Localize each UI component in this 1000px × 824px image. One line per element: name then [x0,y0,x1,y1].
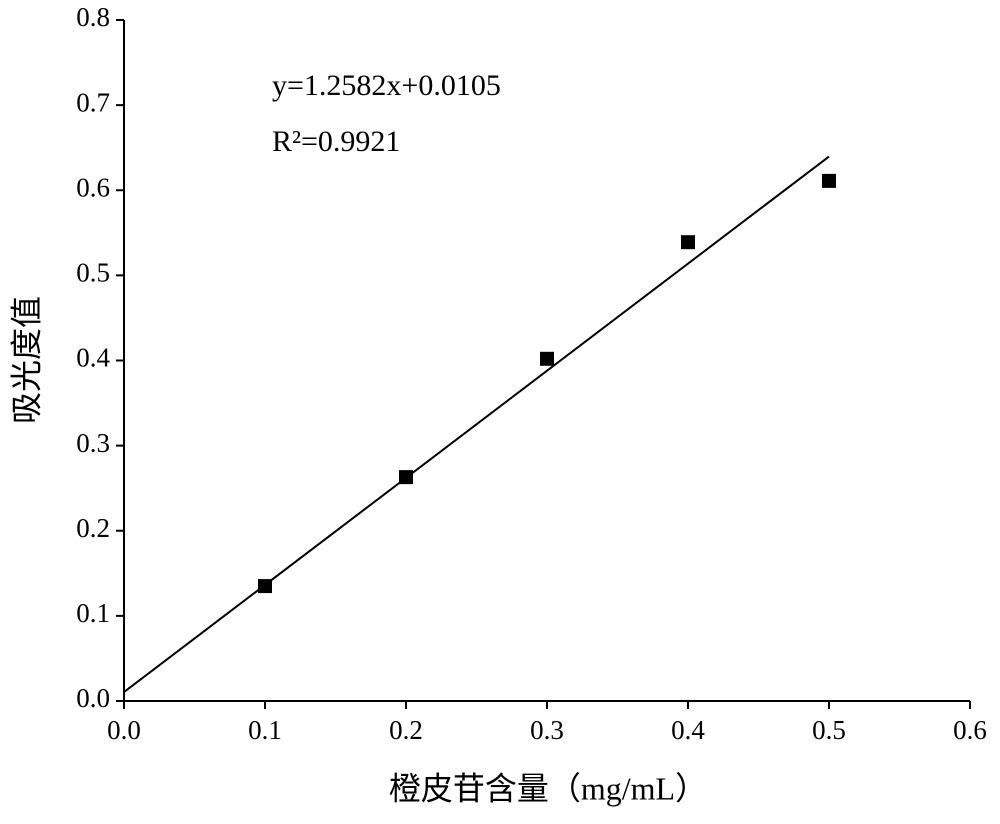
data-point [681,235,695,250]
equation: y=1.2582x+0.0105 [272,69,501,102]
x-tick-label: 0.2 [389,715,423,745]
y-tick-label: 0.7 [76,87,110,117]
y-tick-label: 0.6 [76,172,110,202]
y-tick-label: 0.0 [76,683,110,713]
y-tick-label: 0.2 [76,513,110,543]
y-axis-title: 吸光度值 [8,296,44,424]
x-tick-label: 0.4 [671,715,705,745]
x-axis-title: 橙皮苷含量（mg/mL） [389,770,707,806]
x-tick-label: 0.0 [107,715,141,745]
x-tick-label: 0.6 [953,715,987,745]
y-tick-label: 0.8 [76,2,110,32]
fit-line [123,155,830,693]
data-point [540,351,554,366]
x-tick-label: 0.1 [248,715,282,745]
y-tick-label: 0.3 [76,428,110,458]
data-point [258,579,272,594]
x-tick-label: 0.5 [812,715,846,745]
r-squared: R²=0.9921 [272,125,400,158]
x-tick-label: 0.3 [530,715,564,745]
y-tick-label: 0.1 [76,598,110,628]
y-tick-label: 0.5 [76,258,110,288]
y-tick-label: 0.4 [76,343,110,373]
data-point [822,173,836,188]
data-point [399,470,413,485]
